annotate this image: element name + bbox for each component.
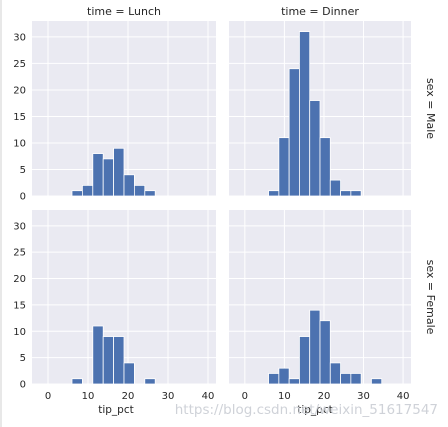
histogram-bar [350,373,362,385]
x-axis-label-right: tip_pct [297,404,333,416]
facet-row-label: sex = Female [424,260,437,335]
x-tick-label: 10 [278,391,291,402]
histogram-bar [102,336,114,385]
histogram-bar [92,153,104,197]
y-tick-label: 0 [20,192,26,203]
histogram-bar [278,137,290,197]
histogram-bar [299,31,311,197]
histogram-bar [82,184,94,197]
histogram-bar [329,179,341,197]
y-tick-label: 5 [20,165,26,176]
histogram-bar [133,184,146,197]
histogram-bar [102,158,114,197]
histogram-bar [309,100,321,197]
histogram-bar [329,362,341,385]
y-tick-label: 0 [20,380,26,391]
histogram-bar [144,378,156,385]
facet-row-label: sex = Male [424,78,437,139]
x-tick-label: 20 [122,391,135,402]
facet-panel-2: 0 5 10 15 20 25 30 0 10 20 30 40 [13,210,216,402]
histogram-bar [92,325,104,385]
histogram-bar [71,378,83,385]
facet-panel-1: time = Dinner [229,5,411,197]
histogram-bar [123,174,135,197]
y-tick-label: 15 [13,112,26,123]
y-tick-label: 25 [13,248,26,259]
histogram-bar [113,336,125,385]
x-tick-label: 0 [242,391,248,402]
histogram-bar [278,367,290,385]
histogram-bar [350,190,362,197]
x-axis-label-left: tip_pct [98,404,134,416]
y-tick-label: 30 [13,32,26,43]
facet-panel-3: 0 10 20 30 40 [229,210,411,402]
histogram-bar [144,190,156,197]
left-edge-line [0,0,2,427]
histogram-bar [299,336,311,385]
histogram-bar [123,362,135,385]
x-tick-label: 30 [162,391,175,402]
histogram-bar [113,147,125,197]
x-tick-label: 0 [45,391,51,402]
watermark-text: https://blog.csdn.net/weixin_51617547 [175,402,438,418]
facet-title: time = Dinner [281,5,359,18]
histogram-bar [268,190,280,197]
y-tick-label: 25 [13,59,26,70]
histogram-bar [288,378,300,385]
facet-row-labels: sex = Male sex = Female [424,78,437,335]
facet-panels: 0 5 10 15 20 25 30 time = Lunch time = Dinner 0 5 1… [13,5,411,402]
x-tick-label: 10 [82,391,95,402]
histogram-bar [319,137,331,197]
x-tick-label: 20 [318,391,331,402]
x-tick-label: 30 [357,391,370,402]
y-tick-label: 20 [13,85,26,96]
y-tick-label: 5 [20,353,26,364]
histogram-bar [340,190,352,197]
x-tick-label: 40 [397,391,410,402]
histogram-bar [309,309,321,385]
y-tick-label: 30 [13,221,26,232]
x-tick-label: 40 [202,391,215,402]
histogram-bar [319,320,331,385]
histogram-bar [268,373,280,385]
histogram-bar [71,190,83,197]
y-tick-label: 10 [13,327,26,338]
facet-title: time = Lunch [87,5,161,18]
y-tick-label: 20 [13,274,26,285]
y-tick-label: 10 [13,138,26,149]
histogram-bar [288,68,300,197]
y-tick-label: 15 [13,300,26,311]
histogram-bar [371,378,383,385]
facet-panel-0: 0 5 10 15 20 25 30 time = Lunch [13,5,216,203]
histogram-bar [340,373,352,385]
